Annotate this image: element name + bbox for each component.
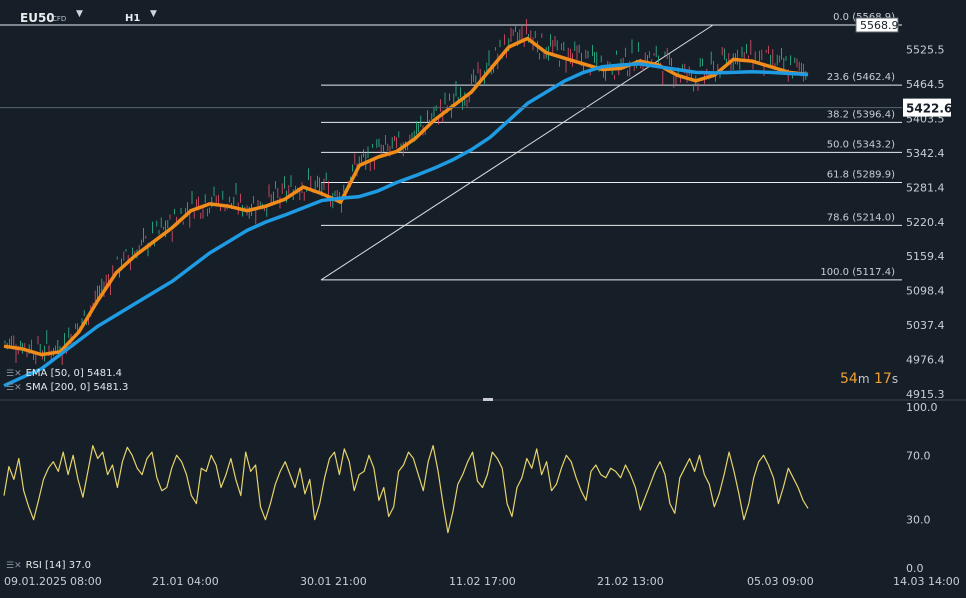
time-tick-label: 21.02 13:00 xyxy=(597,575,664,588)
countdown-minutes-unit: m xyxy=(857,372,870,386)
rsi-tick-label: 100.0 xyxy=(906,401,938,414)
high-price-marker xyxy=(855,17,899,33)
rsi-line xyxy=(3,445,809,534)
ema-legend-value: 5481.4 xyxy=(87,368,123,379)
fib-level-label: 78.6 (5214.0) xyxy=(827,212,895,223)
current-price-label: 5422.6 xyxy=(906,102,952,116)
high-price-label: 5568.9 xyxy=(860,19,899,32)
rsi-legend-name: RSI [14] xyxy=(25,560,66,571)
fib-level-label: 38.2 (5396.4) xyxy=(827,109,895,120)
fib-level-label: 50.0 (5343.2) xyxy=(827,139,895,150)
timeframe-dropdown-caret-icon[interactable]: ▼ xyxy=(150,9,157,19)
sma-200-line xyxy=(3,62,809,388)
fib-level-label: 100.0 (5117.4) xyxy=(820,267,895,278)
countdown-minutes: 54 xyxy=(840,371,858,387)
price-tick-label: 5159.4 xyxy=(906,250,945,263)
sma-legend-value: 5481.3 xyxy=(93,382,129,393)
price-tick-label: 5342.4 xyxy=(906,147,945,160)
price-tick-label: 5098.4 xyxy=(906,285,945,298)
countdown-seconds: 17 xyxy=(873,371,892,387)
indicator-settings-icon[interactable]: ☰✕ xyxy=(6,369,22,379)
pane-resize-handle[interactable] xyxy=(483,398,493,401)
symbol-name[interactable]: EU50 xyxy=(20,11,55,25)
countdown-seconds-unit: s xyxy=(891,372,899,386)
time-tick-label: 05.03 09:00 xyxy=(747,575,814,588)
current-price-box xyxy=(903,98,951,117)
rsi-tick-label: 70.0 xyxy=(906,449,931,462)
rsi-tick-label: 30.0 xyxy=(906,514,931,527)
instrument-type-label: CFD xyxy=(52,15,67,23)
rsi-tick-label: 0.0 xyxy=(906,562,924,575)
fib-level-label: 23.6 (5462.4) xyxy=(827,72,895,83)
time-tick-label: 08:00 xyxy=(70,575,102,588)
indicator-settings-icon[interactable]: ☰✕ xyxy=(6,383,22,393)
moving-averages xyxy=(3,36,809,388)
price-tick-label: 4915.3 xyxy=(906,388,945,401)
time-tick-label: 14.03 14:00 xyxy=(893,575,960,588)
rsi-legend-value: 37.0 xyxy=(68,560,92,571)
indicator-settings-icon[interactable]: ☰✕ xyxy=(6,561,22,571)
price-tick-label: 5281.4 xyxy=(906,181,945,194)
timeframe-label[interactable]: H1 xyxy=(125,13,141,24)
price-tick-label: 5464.5 xyxy=(906,78,945,91)
candle-countdown: 54m 17s xyxy=(840,371,898,387)
ema-50-line xyxy=(3,36,809,357)
fib-level-label: 61.8 (5289.9) xyxy=(827,170,895,181)
time-axis[interactable]: 09.01.2025 08:00 21.01 04:00 30.01 21:00 11.… xyxy=(4,575,960,588)
price-axis[interactable]: 5525.55464.55403.55342.45281.45220.45159… xyxy=(0,17,952,401)
price-tick-label: 5525.5 xyxy=(906,44,945,57)
sma-legend-name: SMA [200, 0] xyxy=(25,382,91,393)
symbol-dropdown-caret-icon[interactable]: ▼ xyxy=(76,9,83,19)
sma-legend[interactable]: ☰✕ SMA [200, 0] 5481.3 xyxy=(6,382,128,393)
time-tick-label: 21.01 04:00 xyxy=(152,575,219,588)
rsi-legend[interactable]: ☰✕ RSI [14] 37.0 xyxy=(6,560,91,571)
time-tick-label: 11.02 17:00 xyxy=(449,575,516,588)
price-tick-label: 4976.4 xyxy=(906,354,945,367)
price-tick-label: 5037.4 xyxy=(906,319,945,332)
time-tick-label: 09.01.2025 xyxy=(4,575,67,588)
rsi-pane: 100.0 70.0 30.0 0.0 xyxy=(3,401,938,575)
time-tick-label: 30.01 21:00 xyxy=(300,575,367,588)
price-tick-label: 5220.4 xyxy=(906,216,945,229)
ema-legend-name: EMA [50, 0] xyxy=(25,368,84,379)
ema-legend[interactable]: ☰✕ EMA [50, 0] 5481.4 xyxy=(6,368,122,379)
